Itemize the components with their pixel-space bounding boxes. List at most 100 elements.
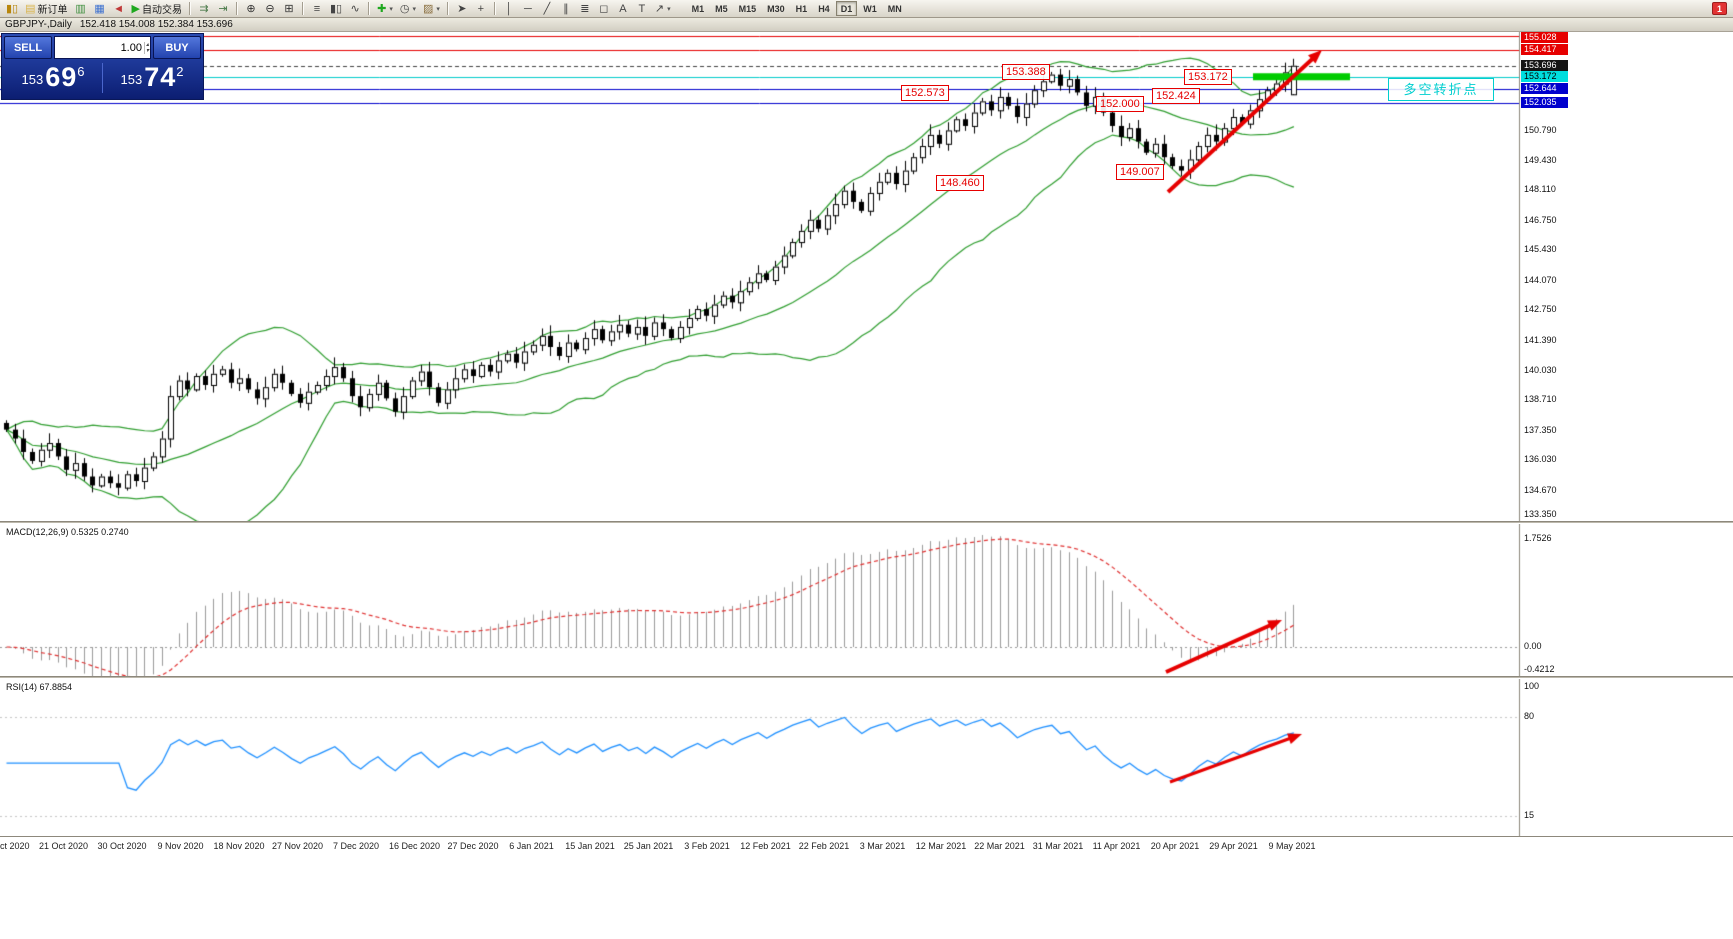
new-order-button[interactable]: ▤ 新订单 xyxy=(22,1,70,17)
timeframe-d1[interactable]: D1 xyxy=(835,1,858,16)
trade-prices-row: 153 69 6 153 74 2 xyxy=(4,59,201,97)
volume-input[interactable]: 1.00 ▴ ▾ xyxy=(54,36,151,59)
panel-splitter[interactable] xyxy=(0,676,1733,679)
price-annotation[interactable]: 152.424 xyxy=(1152,88,1200,104)
timeframe-m30[interactable]: M30 xyxy=(767,3,785,14)
volume-spinner[interactable]: ▴ ▾ xyxy=(143,41,149,54)
timeframe-m15[interactable]: M15 xyxy=(738,3,757,14)
spinner-up-icon[interactable]: ▴ xyxy=(145,41,149,48)
trendline-icon: ╱ xyxy=(543,3,551,15)
macd-chart[interactable] xyxy=(0,524,1733,676)
zoom-out-icon[interactable]: ⊖ xyxy=(261,1,279,17)
templates-icon: ▨ xyxy=(422,3,434,15)
channel-icon[interactable]: ∥ xyxy=(557,1,575,17)
price-scale-label: 142.750 xyxy=(1521,304,1568,316)
price-scale-label: 141.390 xyxy=(1521,334,1568,346)
price-annotation[interactable]: 153.172 xyxy=(1184,69,1232,85)
date-label: 30 Oct 2020 xyxy=(97,841,147,851)
price-scale-label: 152.644 xyxy=(1521,83,1568,95)
price-scale-label: 154.417 xyxy=(1521,43,1568,55)
date-label: 9 Nov 2020 xyxy=(157,841,204,851)
bull-bear-turning-point-note[interactable]: 多空转折点 xyxy=(1388,78,1494,101)
crosshair-icon: + xyxy=(477,2,485,15)
timeframe-h1[interactable]: H1 xyxy=(795,3,808,14)
date-label: 27 Nov 2020 xyxy=(271,841,324,851)
text-icon: A xyxy=(619,2,627,15)
tile-windows-icon[interactable]: ⊞ xyxy=(280,1,298,17)
auto-scroll-icon: ⇉ xyxy=(199,3,209,15)
toolbar-separator xyxy=(235,2,238,15)
price-annotation[interactable]: 153.388 xyxy=(1002,64,1050,80)
text-icon[interactable]: A xyxy=(614,1,632,17)
arrow-tools-icon: ↗ xyxy=(654,3,665,15)
zoom-in-icon[interactable]: ⊕ xyxy=(242,1,260,17)
timeframe-toolbar: M1 M5 M15 M30 H1 H4 D1 W1 MN xyxy=(687,1,907,16)
timeframe-m5[interactable]: M5 xyxy=(715,3,728,14)
one-click-trading-panel: SELL 1.00 ▴ ▾ BUY 153 69 6 153 74 2 xyxy=(1,33,204,100)
spinner-down-icon[interactable]: ▾ xyxy=(145,47,149,54)
vertical-line-icon[interactable]: │ xyxy=(500,1,518,17)
price-annotation[interactable]: 149.007 xyxy=(1116,164,1164,180)
market-watch-icon[interactable]: ▦ xyxy=(91,1,109,17)
rsi-panel: RSI(14) 67.8854 100 80 15 xyxy=(0,679,1733,836)
candlestick-chart-type-icon[interactable]: ▮▯ xyxy=(327,1,345,17)
line-chart-type-icon[interactable]: ∿ xyxy=(346,1,364,17)
price-annotation[interactable]: 152.000 xyxy=(1096,96,1144,112)
buy-price-base: 153 xyxy=(120,71,143,87)
zoom-in-icon: ⊕ xyxy=(246,3,256,15)
crosshair-icon[interactable]: + xyxy=(472,1,490,17)
notification-badge[interactable]: 1 xyxy=(1712,2,1727,15)
price-annotation[interactable]: 152.573 xyxy=(901,85,949,101)
sell-price[interactable]: 153 69 6 xyxy=(4,63,102,93)
price-scale-label: 145.430 xyxy=(1521,244,1568,256)
timeframe-m1[interactable]: M1 xyxy=(691,3,705,14)
chart-profiles-icon[interactable]: ▥ xyxy=(72,1,90,17)
buy-price-sup: 2 xyxy=(176,63,184,79)
auto-scroll-icon[interactable]: ⇉ xyxy=(195,1,213,17)
date-label: 12 Feb 2021 xyxy=(740,841,791,851)
new-order-button-label: 新订单 xyxy=(37,5,68,16)
date-label: 11 Apr 2021 xyxy=(1092,841,1141,851)
trendline-icon[interactable]: ╱ xyxy=(538,1,556,17)
sell-button[interactable]: SELL xyxy=(4,36,52,59)
toolbar-separator xyxy=(301,2,304,15)
timeframe-h4[interactable]: H4 xyxy=(818,3,830,14)
text-label-icon: T xyxy=(638,2,646,15)
price-scale-label: 150.790 xyxy=(1521,124,1568,136)
vertical-line-icon: │ xyxy=(505,2,513,15)
timeframes-clock-icon[interactable]: ◷ ▾ xyxy=(397,1,419,17)
date-label: 18 Nov 2020 xyxy=(213,841,265,851)
arrow-tools-icon[interactable]: ↗ ▾ xyxy=(652,1,674,17)
macd-panel: MACD(12,26,9) 0.5325 0.2740 1.7526 0.00 -0… xyxy=(0,524,1733,676)
rsi-label: RSI(14) 67.8854 xyxy=(6,682,72,692)
chart-window-icon[interactable]: ▮▯ xyxy=(3,1,21,17)
chart-shift-icon[interactable]: ⇥ xyxy=(214,1,232,17)
news-icon[interactable]: ◄ xyxy=(110,1,128,17)
text-label-icon[interactable]: T xyxy=(633,1,651,17)
chart-shift-icon: ⇥ xyxy=(218,3,228,15)
fibonacci-icon[interactable]: ≣ xyxy=(576,1,594,17)
price-annotation[interactable]: 148.460 xyxy=(936,175,984,191)
indicators-icon[interactable]: ✚ ▾ xyxy=(374,1,396,17)
macd-values: 0.5325 0.2740 xyxy=(71,527,129,537)
auto-trading-button[interactable]: ▶ 自动交易 xyxy=(129,1,185,17)
chart-ohlc-values: 152.418 154.008 152.384 153.696 xyxy=(79,19,233,30)
horizontal-line-icon[interactable]: ─ xyxy=(519,1,537,17)
panel-splitter[interactable] xyxy=(0,521,1733,524)
price-scale-label: 146.750 xyxy=(1521,214,1568,226)
date-label: 20 Apr 2021 xyxy=(1150,841,1200,851)
trade-controls-row: SELL 1.00 ▴ ▾ BUY xyxy=(4,36,201,59)
timeframe-mn[interactable]: MN xyxy=(887,3,902,14)
templates-icon[interactable]: ▨ ▾ xyxy=(420,1,443,17)
date-label: 15 Jan 2021 xyxy=(565,841,615,851)
time-axis[interactable]: 12 Oct 2020 21 Oct 2020 30 Oct 2020 9 Nov 2… xyxy=(0,836,1733,856)
cursor-icon[interactable]: ➤ xyxy=(453,1,471,17)
bars-chart-type-icon[interactable]: ≡ xyxy=(308,1,326,17)
price-scale-label: 136.030 xyxy=(1521,454,1568,466)
timeframe-w1[interactable]: W1 xyxy=(863,3,877,14)
shapes-icon[interactable]: ◻ xyxy=(595,1,613,17)
buy-button[interactable]: BUY xyxy=(153,36,201,59)
rsi-chart[interactable] xyxy=(0,679,1733,836)
buy-price[interactable]: 153 74 2 xyxy=(103,63,201,93)
candlestick-chart[interactable] xyxy=(0,32,1733,521)
